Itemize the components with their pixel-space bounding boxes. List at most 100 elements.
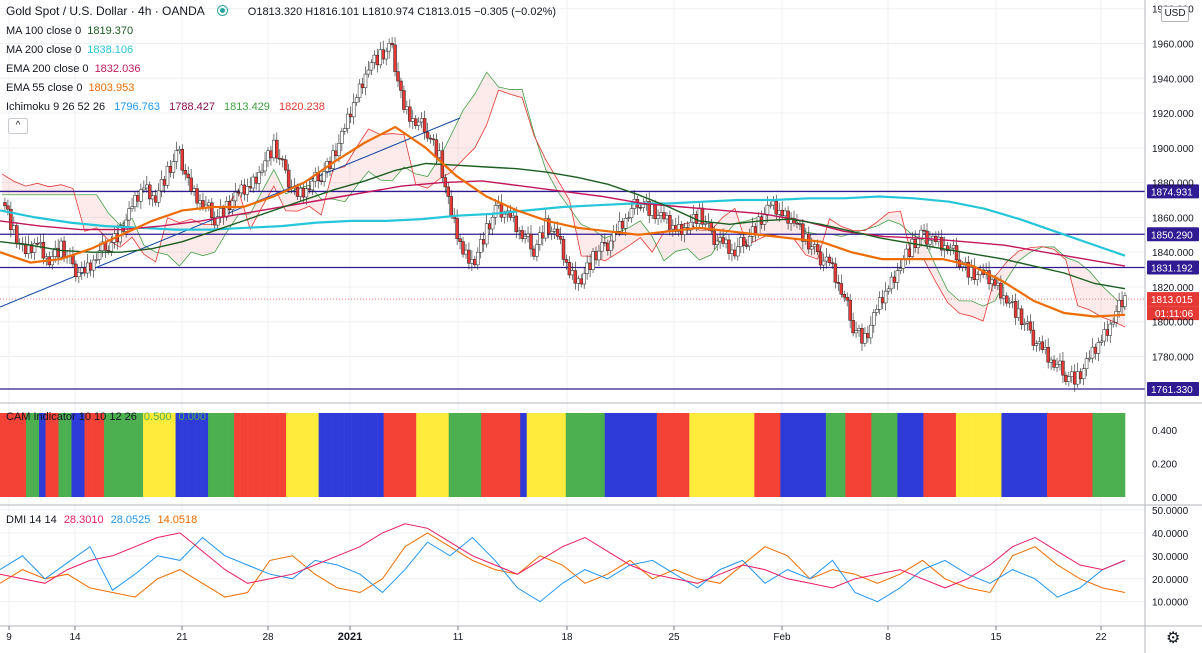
cam-bar xyxy=(214,413,222,497)
candle-body xyxy=(467,249,471,264)
cam-bar xyxy=(26,413,33,497)
candle-body xyxy=(620,220,625,229)
cam-bar xyxy=(305,413,313,497)
cam-indicator-legend[interactable]: CAM Indicator 10 10 12 26 0.500 0.000 xyxy=(6,411,210,423)
cam-bar xyxy=(663,413,671,497)
cam-bar xyxy=(312,413,319,497)
dmi-value-3: 14.0518 xyxy=(157,514,198,526)
candle-body xyxy=(777,210,781,215)
cam-bar xyxy=(559,413,567,497)
cam-bar xyxy=(832,413,840,497)
time-axis-label: 11 xyxy=(453,632,464,643)
candle-body xyxy=(511,215,516,218)
candle-body xyxy=(588,262,592,270)
candle-body xyxy=(337,143,341,156)
candle-body xyxy=(1078,371,1083,380)
candle-body xyxy=(1114,311,1118,323)
legend-value: 1819.370 xyxy=(87,25,134,37)
time-axis-label: 21 xyxy=(176,632,188,643)
candle-body xyxy=(869,324,873,339)
legend-ema200[interactable]: EMA 200 close 0 1832.036 xyxy=(6,60,140,79)
candle-body xyxy=(733,249,737,257)
candle-body xyxy=(762,214,767,225)
cam-bar xyxy=(981,413,989,497)
candle-body xyxy=(434,139,439,158)
legend-label: MA 200 close 0 xyxy=(6,44,82,56)
cam-bar xyxy=(520,413,528,497)
legend-ema55[interactable]: EMA 55 close 0 1803.953 xyxy=(6,79,134,98)
price-axis-label: 1840.000 xyxy=(1152,248,1194,259)
candle-body xyxy=(207,202,211,206)
dmi-plus-line xyxy=(0,536,1126,603)
dmi-axis-label: 50.0000 xyxy=(1152,506,1189,517)
candle-body xyxy=(975,274,979,280)
cam-bar xyxy=(754,413,762,497)
dmi-label: DMI 14 14 xyxy=(6,514,57,526)
cam-bar xyxy=(279,413,287,497)
time-axis-label: 22 xyxy=(1095,632,1107,643)
cam-bar xyxy=(123,413,131,497)
candle-body xyxy=(744,245,749,247)
candle-body xyxy=(304,188,309,198)
candle-body xyxy=(449,196,453,216)
candle-body xyxy=(174,150,179,162)
candle-body xyxy=(378,49,383,66)
candle-body xyxy=(771,200,776,206)
candle-body xyxy=(198,200,202,204)
candle-body xyxy=(1102,329,1107,342)
candle-body xyxy=(875,309,879,313)
candle-body xyxy=(818,251,823,266)
candle-body xyxy=(1081,368,1086,380)
cam-bar xyxy=(572,413,580,497)
symbol-title[interactable]: Gold Spot / U.S. Dollar · 4h · OANDA xyxy=(6,4,205,18)
price-axis-label: 1920.000 xyxy=(1152,109,1194,120)
price-axis-label: 1960.000 xyxy=(1152,39,1194,50)
level-label-box xyxy=(1147,381,1199,396)
candle-body xyxy=(786,210,790,224)
candle-body xyxy=(275,139,279,159)
candle-body xyxy=(487,223,492,230)
candle-body xyxy=(1090,346,1095,359)
cam-bar xyxy=(1046,413,1054,497)
level-label-box xyxy=(1147,260,1199,275)
cam-bar xyxy=(682,413,690,497)
cam-bar xyxy=(585,413,593,497)
candle-body xyxy=(233,191,238,202)
cam-bar xyxy=(533,413,541,497)
legend-value: 1788.427 xyxy=(169,101,215,113)
candle-body xyxy=(940,237,944,251)
candle-body xyxy=(623,218,628,229)
candle-body xyxy=(833,263,838,283)
dmi-axis-label: 30.0000 xyxy=(1152,552,1189,563)
candle-body xyxy=(165,166,170,186)
candle-body xyxy=(369,62,374,71)
cam-bar xyxy=(650,413,658,497)
cam-bar xyxy=(65,413,72,497)
cam-bar xyxy=(955,413,963,497)
dmi-legend[interactable]: DMI 14 14 28.3010 28.0525 14.0518 xyxy=(6,514,201,526)
currency-button[interactable]: USD xyxy=(1161,6,1189,22)
symbol-header: Gold Spot / U.S. Dollar · 4h · OANDA O18… xyxy=(6,4,556,18)
settings-gear-icon[interactable]: ⚙ xyxy=(1166,630,1181,647)
candle-body xyxy=(1108,323,1112,336)
cam-bar xyxy=(1020,413,1028,497)
legend-ma100[interactable]: MA 100 close 0 1819.370 xyxy=(6,22,133,41)
cam-bar xyxy=(624,413,632,497)
candle-body xyxy=(969,267,974,278)
candle-body xyxy=(851,320,855,334)
legend-ichimoku[interactable]: Ichimoku 9 26 52 26 1796.763 1788.427 18… xyxy=(6,98,325,117)
cam-bar xyxy=(780,413,788,497)
candle-body xyxy=(357,83,362,98)
candle-body xyxy=(916,238,920,248)
collapse-legend-button[interactable]: ^ xyxy=(8,118,28,134)
candle-body xyxy=(795,222,799,225)
cam-bar xyxy=(136,413,144,497)
candle-body xyxy=(201,200,205,208)
cam-bar xyxy=(338,413,345,497)
candle-body xyxy=(715,240,719,245)
candle-body xyxy=(774,200,779,215)
legend-ma200[interactable]: MA 200 close 0 1838.106 xyxy=(6,41,133,60)
candle-body xyxy=(254,176,258,184)
candle-body xyxy=(1093,346,1098,354)
